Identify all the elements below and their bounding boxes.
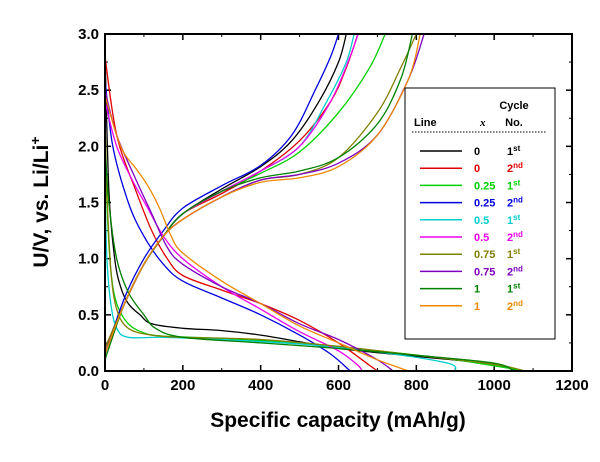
- legend-cycle-suffix: st: [513, 247, 520, 256]
- y-tick-label: 0.0: [78, 363, 99, 380]
- legend-header-cycle: Cycle: [499, 100, 528, 112]
- y-axis-label-superscript: +: [27, 136, 43, 144]
- legend-x-value: 1: [474, 301, 480, 313]
- legend-x-value: 0.5: [474, 232, 489, 244]
- legend-cycle-suffix: st: [513, 144, 520, 153]
- legend-cycle-number: 1: [507, 146, 513, 158]
- legend-box: [404, 87, 556, 340]
- legend-cycle-suffix: st: [513, 282, 520, 291]
- legend-cycle: 1st: [507, 247, 521, 261]
- legend-x-value: 0.25: [474, 198, 495, 210]
- x-tick-label: 200: [170, 377, 195, 394]
- legend-cycle-suffix: nd: [513, 264, 523, 273]
- y-axis-label-text: U/V, vs. Li/Li: [30, 145, 53, 268]
- legend-cycle-suffix: nd: [513, 230, 523, 239]
- x-tick-label: 1000: [477, 377, 510, 394]
- x-tick-label: 1200: [555, 377, 588, 394]
- legend-cycle-suffix: st: [513, 213, 520, 222]
- y-tick-label: 3.0: [78, 26, 99, 43]
- y-tick-label: 1.0: [78, 251, 99, 268]
- legend-header-line: Line: [414, 117, 437, 129]
- y-tick-label: 2.0: [78, 138, 99, 155]
- series-line-x1-c2-charge: [104, 33, 421, 355]
- legend-cycle-suffix: nd: [513, 196, 523, 205]
- legend-x-value: 0.75: [474, 249, 495, 261]
- y-axis-label: U/V, vs. Li/Li+: [27, 136, 53, 267]
- legend-cycle: 2nd: [507, 299, 523, 313]
- legend-cycle-number: 2: [507, 301, 513, 313]
- x-tick-label: 400: [248, 377, 273, 394]
- y-tick-label: 2.5: [78, 82, 99, 99]
- x-axis-label: Specific capacity (mAh/g): [210, 409, 466, 432]
- legend-cycle-number: 1: [507, 284, 513, 296]
- series-line-x0_25-c1-charge: [104, 33, 386, 355]
- x-tick-label: 0: [101, 377, 109, 394]
- legend-cycle-suffix: nd: [513, 161, 523, 170]
- legend-cycle-number: 2: [507, 266, 513, 278]
- legend-x-value: 1: [474, 284, 480, 296]
- legend-x-value: 0: [474, 163, 480, 175]
- series-line-x0_5-c2-discharge: [104, 101, 363, 372]
- series-line-x0_25-c2-discharge: [104, 78, 351, 372]
- legend-cycle-number: 1: [507, 249, 513, 261]
- legend-x-value: 0: [474, 146, 480, 158]
- legend-x-value: 0.75: [474, 266, 495, 278]
- legend-cycle: 2nd: [507, 230, 523, 244]
- legend-cycle: 2nd: [507, 264, 523, 278]
- legend-x-value: 0.25: [474, 180, 495, 192]
- plot-frame: [104, 33, 573, 372]
- legend-header-x: x: [479, 117, 486, 129]
- legend-cycle-number: 2: [507, 232, 513, 244]
- legend-cycle-number: 1: [507, 180, 513, 192]
- legend-cycle-number: 2: [507, 198, 513, 210]
- y-tick-label: 0.5: [78, 307, 99, 324]
- series-line-x1-c2-discharge: [104, 95, 409, 372]
- x-tick-label: 800: [404, 377, 429, 394]
- legend-cycle: 2nd: [507, 196, 523, 210]
- legend-cycle-suffix: st: [513, 178, 520, 187]
- legend-cycle: 1st: [507, 213, 521, 227]
- axis-ticks: 0 200 400 600 800 1000 12000.00.51.01.52.02.53…: [78, 26, 589, 394]
- legend-cycle-suffix: nd: [513, 299, 523, 308]
- series-line-x0_75-c2-discharge: [104, 90, 394, 372]
- series-line-x0_25-c2-charge: [104, 33, 340, 355]
- y-tick-label: 1.5: [78, 195, 99, 212]
- series-line-x0-c2-discharge: [104, 56, 378, 372]
- legend-header-no: No.: [505, 117, 523, 129]
- x-tick-label: 600: [326, 377, 351, 394]
- legend-cycle: 1st: [507, 144, 521, 158]
- legend-cycle: 1st: [507, 282, 521, 296]
- legend-cycle-number: 2: [507, 163, 513, 175]
- legend-cycle: 1st: [507, 178, 521, 192]
- legend-cycle: 2nd: [507, 161, 523, 175]
- series-line-x1-c1-charge: [104, 33, 414, 361]
- series-layer: [104, 33, 526, 372]
- series-line-x1-c1-discharge: [104, 146, 514, 372]
- legend-cycle-number: 1: [507, 215, 513, 227]
- legend-x-value: 0.5: [474, 215, 489, 227]
- series-line-x0_5-c1-discharge: [104, 191, 457, 372]
